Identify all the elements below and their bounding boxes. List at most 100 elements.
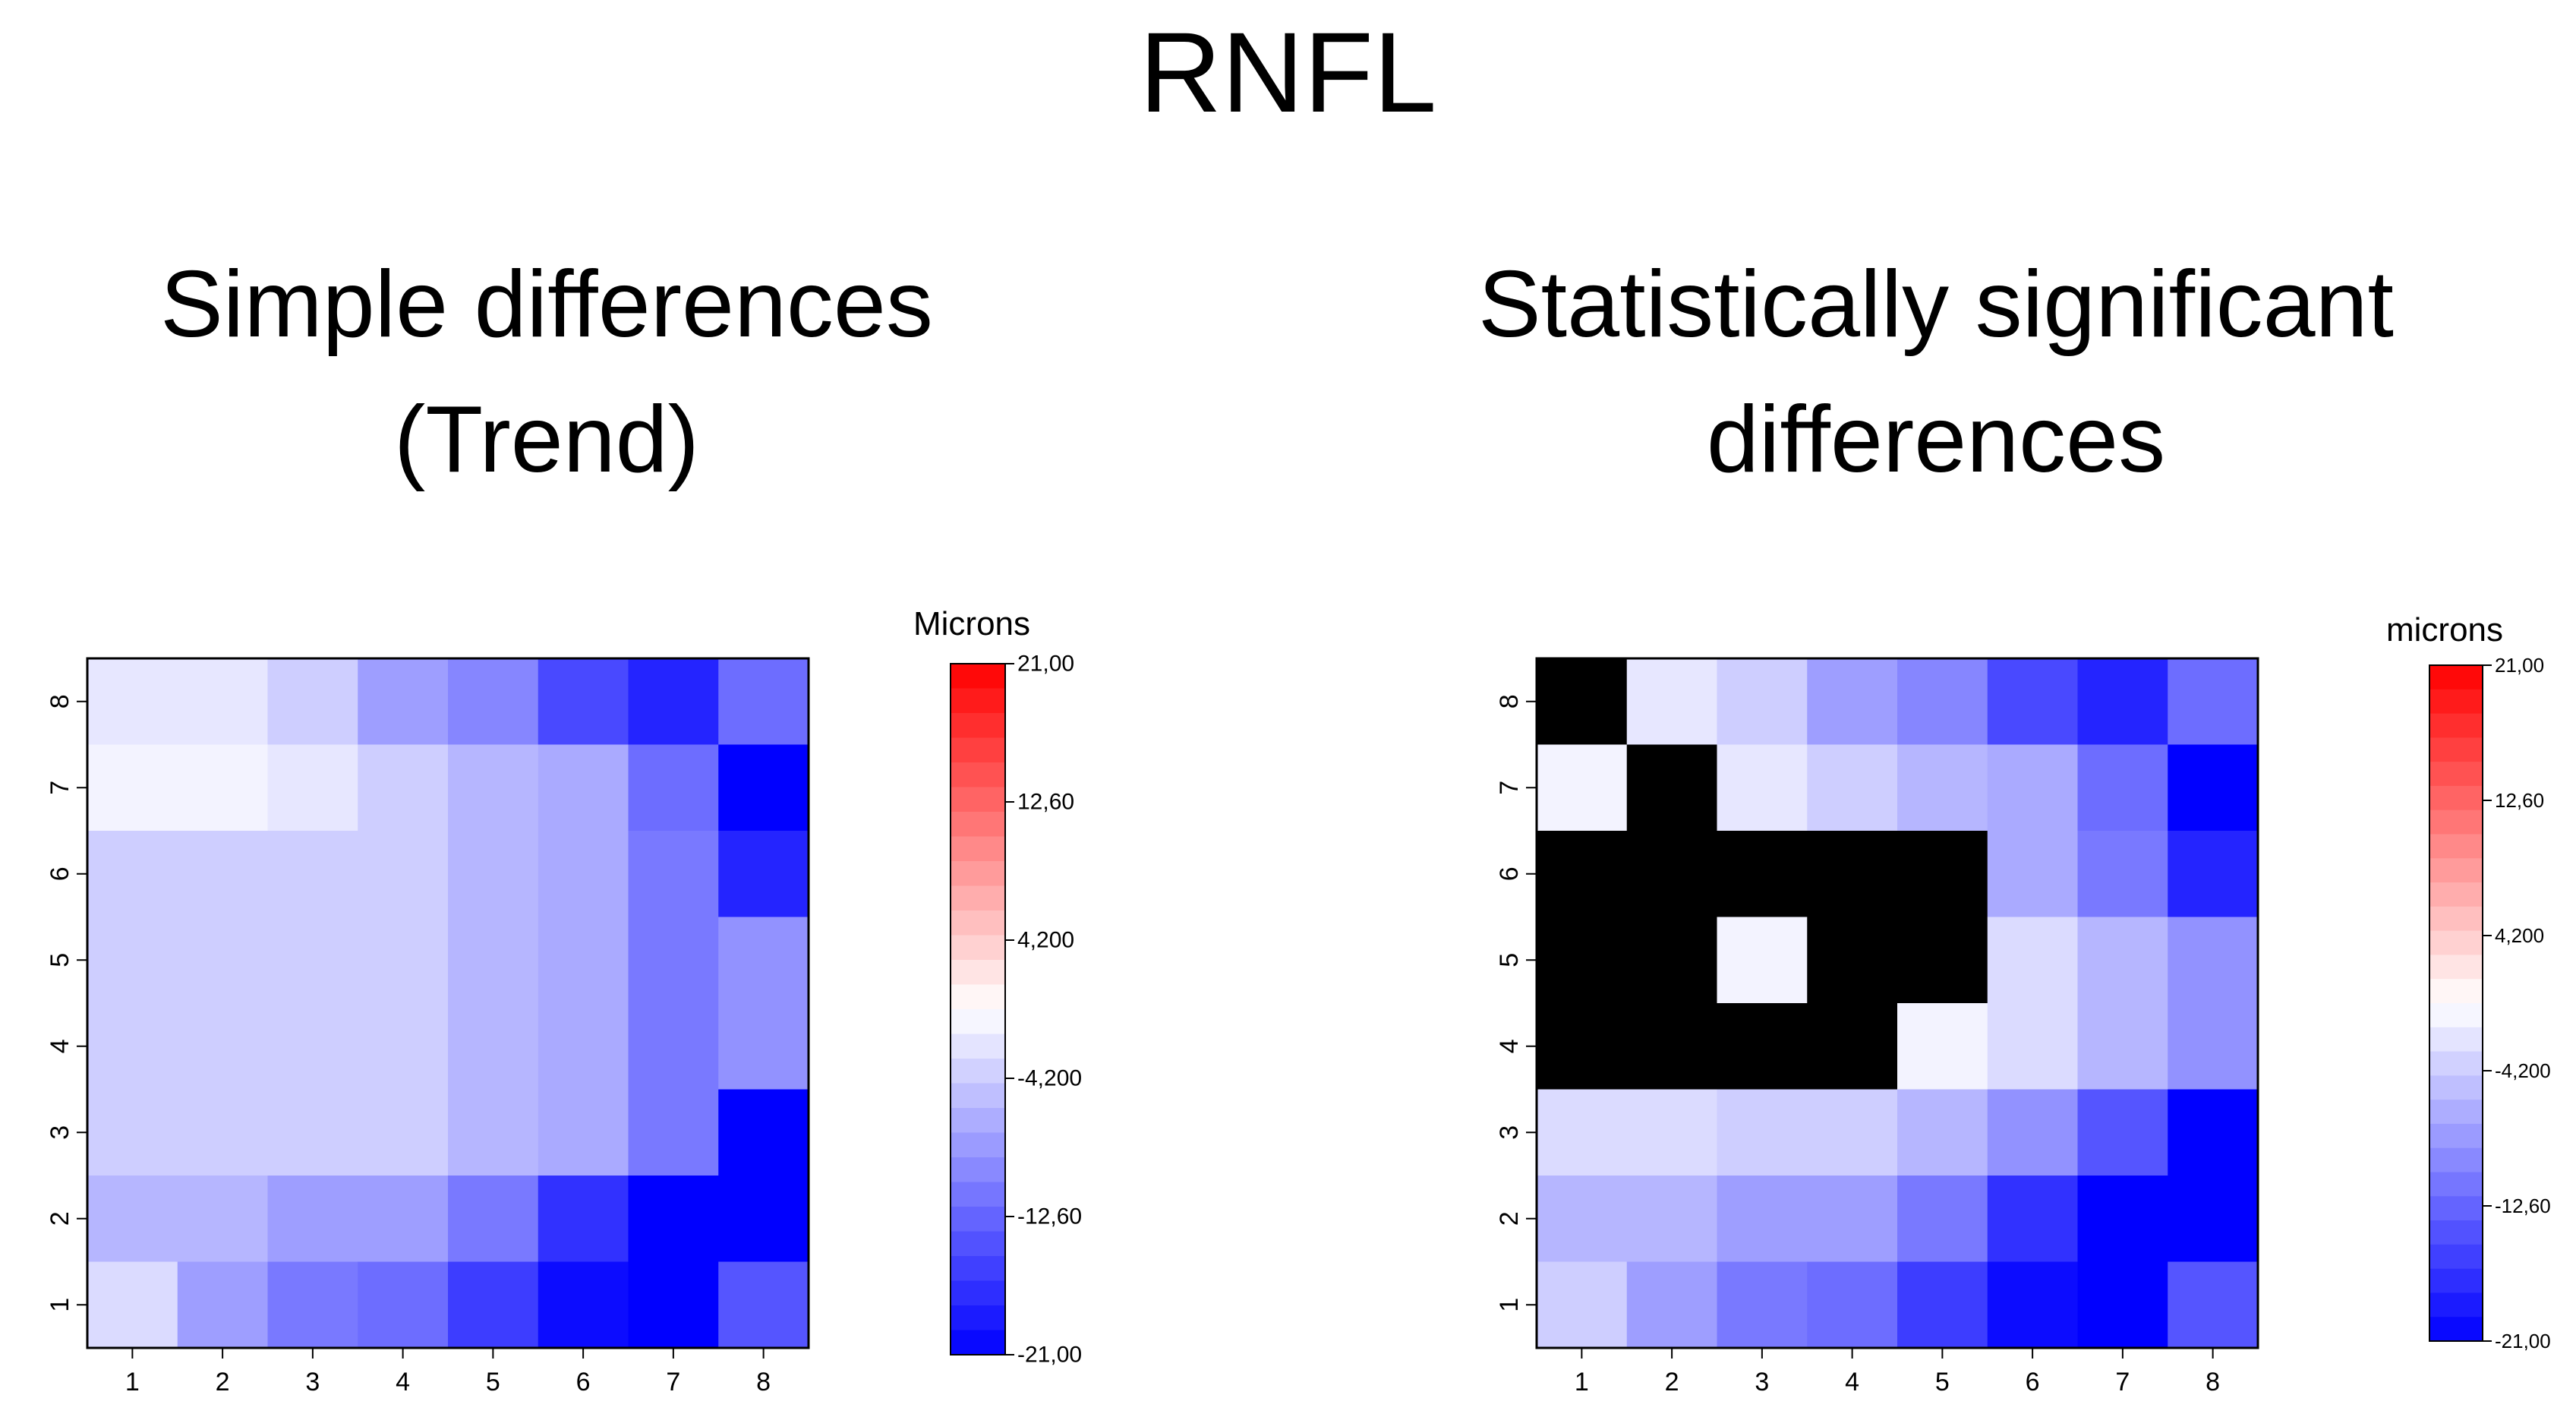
y-tick-label: 3: [1495, 1125, 1524, 1140]
heatmap-cell: [1897, 1003, 1988, 1090]
heatmap-cell: [358, 1089, 449, 1176]
x-tick-label: 2: [216, 1368, 230, 1396]
heatmap-cell: [358, 1261, 449, 1349]
legend-color-band: [2429, 1317, 2483, 1342]
heatmap-cell: [2168, 658, 2259, 746]
heatmap-cell: [1987, 917, 2079, 1004]
legend-color-band: [951, 787, 1005, 813]
right-heatmap-chart: 1 2 3 4 5 6 7 8 1 2 3 4 5 6 7 8 21,00 12,60 4,200 -4,200 -12…: [1495, 654, 2551, 1396]
heatmap-cell: [358, 744, 449, 832]
heatmap-cell: [1537, 917, 1628, 1004]
heatmap-cell: [1987, 658, 2079, 746]
legend-color-band: [2429, 1100, 2483, 1125]
heatmap-cell: [628, 1089, 719, 1176]
heatmap-cell: [87, 831, 178, 918]
legend-color-band: [2429, 1123, 2483, 1149]
heatmap-cell: [448, 744, 539, 832]
heatmap-cell: [2077, 744, 2168, 832]
legend-color-band: [2429, 1051, 2483, 1076]
y-tick-label: 4: [46, 1039, 74, 1053]
x-tick-label: 3: [305, 1368, 320, 1396]
heatmap-cell: [1537, 1261, 1628, 1349]
heatmap-cell: [267, 1089, 358, 1176]
heatmap-cell: [1807, 1261, 1898, 1349]
legend-color-band: [951, 664, 1005, 690]
legend-color-band: [951, 737, 1005, 763]
heatmap-cell: [1537, 1176, 1628, 1263]
legend-tick-label: 21,00: [1017, 652, 1074, 677]
legend-color-band: [2429, 713, 2483, 738]
legend-color-band: [2429, 930, 2483, 956]
legend-color-band: [2429, 1027, 2483, 1052]
x-tick-label: 7: [2115, 1368, 2130, 1396]
heatmap-cell: [2077, 1003, 2168, 1090]
heatmap-cell: [2168, 1089, 2259, 1176]
heatmap-cell: [1626, 917, 1718, 1004]
heatmap-cell: [1897, 917, 1988, 1004]
heatmap-cell: [1717, 658, 1808, 746]
plot-frame: [86, 657, 810, 1349]
heatmap-cell: [538, 917, 629, 1004]
left-panel-title-line-1: Simple differences: [160, 252, 933, 357]
y-tick-label: 5: [46, 953, 74, 967]
heatmap-cell: [1987, 831, 2079, 918]
y-tick-label: 7: [1495, 781, 1524, 795]
x-tick-label: 1: [1575, 1368, 1589, 1396]
legend-color-band: [951, 984, 1005, 1010]
heatmap-cell: [177, 917, 269, 1004]
legend-color-band: [951, 1280, 1005, 1306]
heatmap-cell: [87, 1261, 178, 1349]
heatmap-cell: [267, 1176, 358, 1263]
heatmap-cell: [177, 1089, 269, 1176]
heatmap-cell: [267, 1261, 358, 1349]
heatmap-cell: [2168, 1176, 2259, 1263]
legend-color-band: [2429, 1003, 2483, 1028]
y-tick-label: 5: [1495, 953, 1524, 967]
heatmap-cell: [87, 744, 178, 832]
x-tick-label: 6: [2026, 1368, 2040, 1396]
heatmap-cell: [538, 1089, 629, 1176]
x-tick-label: 5: [1935, 1368, 1950, 1396]
heatmap-cell: [1897, 744, 1988, 832]
heatmap-cell: [358, 1176, 449, 1263]
y-tick-label: 8: [1495, 694, 1524, 708]
heatmap-cell: [448, 1003, 539, 1090]
heatmap-cell: [1807, 744, 1898, 832]
left-legend-title: Microns: [913, 605, 1031, 642]
legend-color-band: [951, 1083, 1005, 1109]
heatmap-cell: [1717, 1261, 1808, 1349]
legend-color-band: [951, 688, 1005, 714]
legend-color-band: [2429, 762, 2483, 787]
legend-color-band: [2429, 1292, 2483, 1318]
right-legend-title: microns: [2386, 611, 2504, 649]
heatmap-cell: [718, 1089, 809, 1176]
heatmap-cell: [358, 658, 449, 746]
legend-tick-label: -21,00: [1017, 1343, 1082, 1368]
heatmap-cell: [1626, 831, 1718, 918]
legend-frame: [2429, 664, 2483, 1342]
legend-tick-label: -12,60: [2495, 1195, 2551, 1217]
page-title: RNFL: [1139, 8, 1437, 136]
legend-tick-label: 12,60: [2495, 789, 2544, 812]
heatmap-cell: [1626, 1176, 1718, 1263]
heatmap-cell: [538, 658, 629, 746]
heatmap-cell: [1717, 744, 1808, 832]
heatmap-cell: [177, 1176, 269, 1263]
heatmap-cell: [358, 917, 449, 1004]
heatmap-cell: [718, 658, 809, 746]
heatmap-cell: [267, 658, 358, 746]
legend-color-band: [2429, 1075, 2483, 1100]
heatmap-cell: [718, 1003, 809, 1090]
heatmap-cell: [87, 1089, 178, 1176]
x-tick-label: 4: [396, 1368, 410, 1396]
right-panel-title-line-1: Statistically significant: [1477, 252, 2395, 357]
heatmap-cell: [1626, 1261, 1718, 1349]
heatmap-cell: [87, 917, 178, 1004]
x-tick-label: 4: [1845, 1368, 1859, 1396]
legend-color-band: [2429, 1147, 2483, 1173]
legend-color-band: [951, 1034, 1005, 1059]
heatmap-cell: [2077, 1089, 2168, 1176]
legend-tick-label: 21,00: [2495, 654, 2544, 677]
heatmap-cell: [2168, 1261, 2259, 1349]
